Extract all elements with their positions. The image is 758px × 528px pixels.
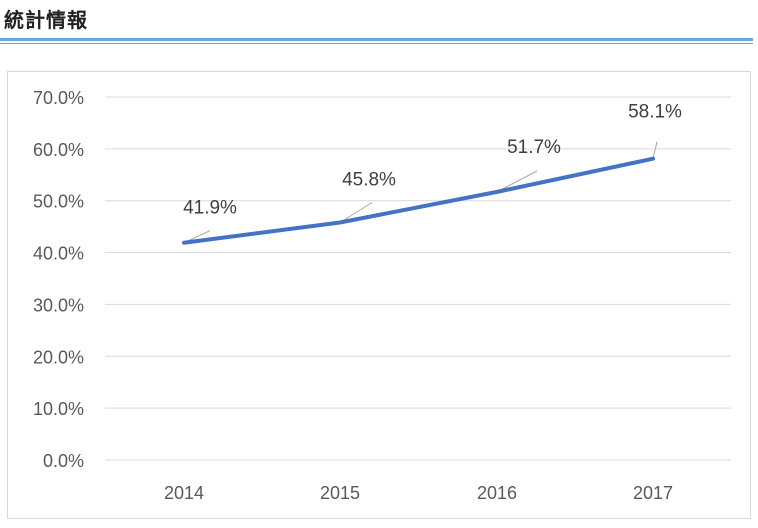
data-label: 45.8% — [342, 169, 396, 190]
leader-line — [339, 202, 373, 223]
leader-line — [496, 170, 538, 193]
leader-line — [652, 141, 658, 159]
y-tick-label: 10.0% — [33, 399, 84, 419]
data-label: 41.9% — [183, 198, 237, 219]
chart-area — [7, 71, 751, 519]
gridlines — [105, 96, 731, 461]
y-tick-label: 0.0% — [43, 451, 84, 471]
x-tick-label: 2014 — [164, 483, 204, 503]
y-tick-label: 50.0% — [33, 192, 84, 212]
y-tick-label: 40.0% — [33, 244, 84, 264]
x-tick-label: 2015 — [320, 483, 360, 503]
y-axis-ticks: 0.0% 10.0% 20.0% 30.0% 40.0% 50.0% 60.0% 70.0% — [33, 88, 84, 471]
data-label: 58.1% — [628, 102, 682, 123]
y-tick-label: 20.0% — [33, 347, 84, 367]
data-labels: 41.9% 45.8% 51.7% 58.1% — [183, 102, 682, 219]
page-title: 統計情報 — [4, 8, 88, 32]
leader-lines — [183, 141, 658, 244]
series-line — [182, 156, 655, 245]
y-tick-label: 60.0% — [33, 140, 84, 160]
x-tick-label: 2016 — [477, 483, 517, 503]
y-tick-label: 70.0% — [33, 88, 84, 108]
title-underline-thin — [0, 43, 753, 44]
title-underline — [0, 38, 753, 41]
series-lines — [182, 156, 655, 245]
y-tick-label: 30.0% — [33, 295, 84, 315]
x-axis-ticks: 2014 2015 2016 2017 — [164, 483, 673, 503]
x-tick-label: 2017 — [633, 483, 673, 503]
data-label: 51.7% — [507, 137, 561, 158]
